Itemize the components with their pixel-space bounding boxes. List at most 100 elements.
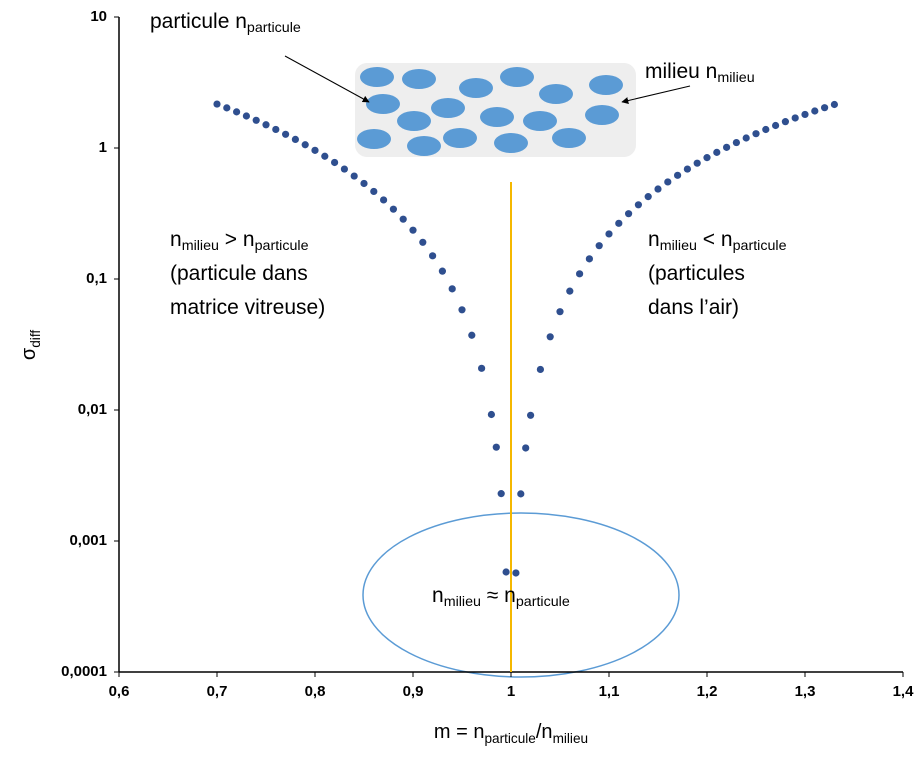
text-part: m = n [434,721,485,743]
data-point [262,121,270,129]
y-tick-label: 0,001 [69,532,107,549]
text-part: milieu n [645,60,717,83]
data-point [713,148,721,156]
text-part: n [648,228,660,251]
subscript: milieu [182,238,219,254]
data-point [389,205,397,213]
subscript: particule [733,238,787,254]
data-point [585,255,594,263]
text-part: matrice vitreuse) [170,296,325,319]
text-part: /n [536,721,553,743]
annotation: nmilieu < nparticule [648,228,787,254]
text-part: ≈ n [481,584,516,607]
data-point [556,308,564,316]
particle-illustration [284,55,691,157]
data-point [821,104,829,112]
x-tick-label: 0,7 [207,683,228,700]
data-point [380,196,388,204]
x-axis-label: m = nparticule/nmilieu [434,721,588,745]
data-point [625,210,633,218]
subscript: particule [516,594,570,610]
text-part: dans l’air) [648,296,739,319]
data-point [732,138,741,147]
data-point [644,193,652,201]
y-tick-label: 0,1 [86,270,107,287]
data-point [527,411,535,419]
data-point [664,178,672,186]
data-point [429,252,437,260]
data-point [458,306,466,314]
data-point [674,171,682,179]
data-point [791,114,799,122]
subscript: diff [28,330,43,348]
data-point [830,100,839,109]
data-point [654,185,662,193]
text-part: (particule dans [170,262,308,285]
x-tick-label: 0,8 [305,683,326,700]
annotation: particule nparticule [150,10,301,36]
data-point [448,285,456,293]
y-axis-label: σdiff [18,330,42,360]
y-tick-label: 0,0001 [61,663,107,680]
text-part: < n [697,228,733,251]
data-point [409,226,417,234]
data-point [742,134,750,142]
highlight-ellipse [362,512,680,678]
annotation: dans l’air) [648,296,739,319]
data-point [536,365,545,374]
annotation: milieu nmilieu [645,60,755,86]
data-point [282,130,290,138]
text-part: σ [18,347,40,360]
text-part: n [170,228,182,251]
data-point [438,267,446,275]
annotation: (particules [648,262,745,285]
data-point [576,270,584,278]
data-point [801,110,809,119]
data-point [811,107,819,115]
x-tick-label: 0,9 [403,683,424,700]
data-point [615,219,623,227]
data-point [634,201,643,209]
data-point [566,287,574,295]
subscript: milieu [444,594,481,610]
data-point [301,141,309,149]
data-point [350,172,358,180]
data-point [468,331,476,339]
subscript: particule [247,20,301,36]
data-point [419,238,427,246]
data-point [321,152,329,160]
data-point [772,121,780,130]
x-tick-label: 0,6 [109,683,130,700]
data-point [331,158,339,167]
data-point [242,112,250,120]
data-point [252,116,260,124]
data-point [497,490,505,498]
data-point [223,104,231,112]
data-point [517,490,525,498]
annotation: matrice vitreuse) [170,296,325,319]
text-part: n [432,584,444,607]
text-part: > n [219,228,255,251]
data-point [781,118,790,126]
data-point [683,165,692,173]
data-point [595,242,603,250]
data-point [502,568,510,576]
subscript: milieu [717,70,754,86]
x-tick-label: 1,4 [893,683,915,700]
y-tick-label: 1 [99,139,107,156]
y-tick-label: 10 [90,8,107,25]
data-point [478,364,486,372]
data-point [546,333,554,341]
x-tick-label: 1,2 [697,683,718,700]
data-point [605,230,613,238]
data-point [492,443,500,451]
subscript: particule [484,731,535,746]
text-part: particule n [150,10,247,33]
x-tick-label: 1,3 [795,683,816,700]
data-point [512,569,520,577]
data-point [399,215,407,223]
annotation: nmilieu ≈ nparticule [432,584,570,610]
data-point [703,154,711,162]
subscript: milieu [660,238,697,254]
